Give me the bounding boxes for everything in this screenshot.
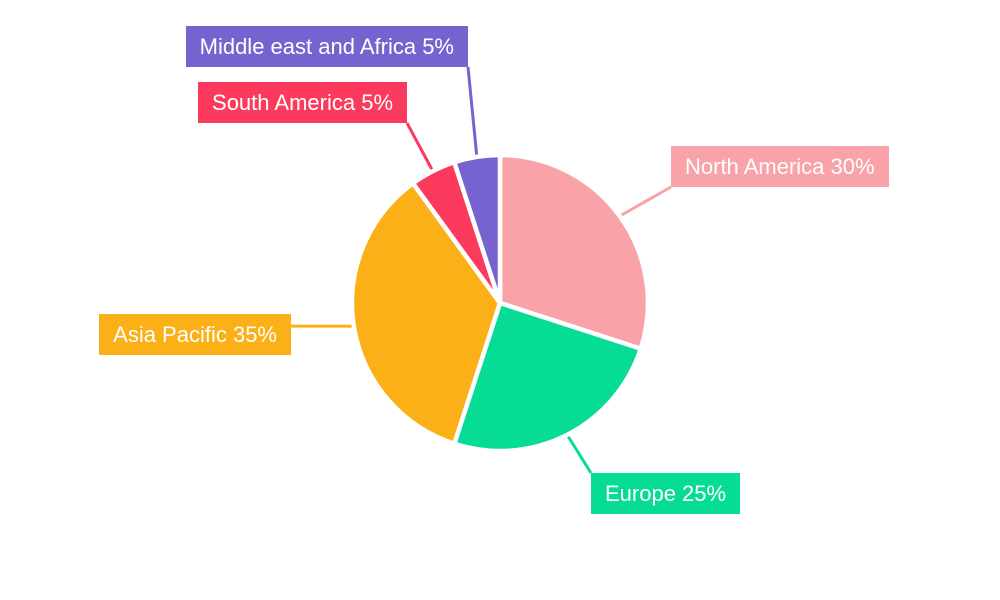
pie-slice-europe[interactable]	[452, 300, 644, 454]
callout-europe: Europe 25%	[591, 473, 741, 514]
leader-line-middle-east-and-africa	[466, 66, 479, 157]
leader-line-south-america	[405, 122, 435, 172]
leader-line-north-america	[618, 185, 672, 218]
pie-slice-north-america[interactable]	[497, 152, 651, 351]
callout-north-america: North America 30%	[671, 146, 889, 187]
leader-line-europe	[565, 434, 593, 474]
callout-asia-pacific: Asia Pacific 35%	[99, 314, 291, 355]
pie-slice-asia-pacific[interactable]	[349, 181, 503, 447]
callout-south-america: South America 5%	[198, 82, 407, 123]
callout-middle-east-africa: Middle east and Africa 5%	[185, 26, 468, 67]
pie-slice-middle-east-and-africa[interactable]	[452, 152, 503, 306]
